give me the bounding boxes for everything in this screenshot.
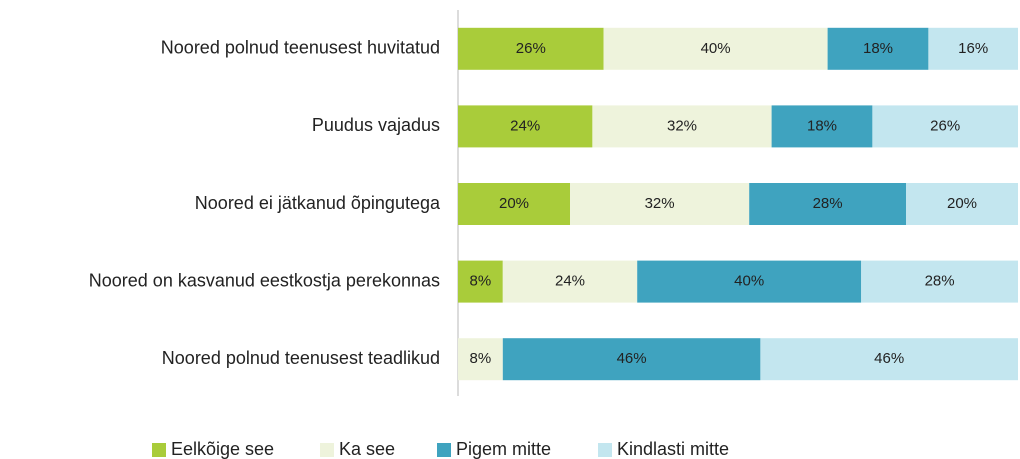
bar-segment (592, 105, 772, 148)
bar-segment (458, 260, 503, 303)
value-label: 24% (510, 117, 540, 134)
value-label: 24% (555, 273, 585, 290)
bar-segment (749, 183, 906, 225)
bar-segment (861, 260, 1018, 303)
legend-label: Eelkõige see (171, 439, 274, 459)
legend-label: Kindlasti mitte (617, 439, 729, 459)
value-label: 32% (667, 117, 697, 134)
value-label: 40% (701, 40, 731, 57)
bar-segment (502, 338, 761, 381)
value-label: 46% (617, 350, 647, 367)
value-label: 28% (925, 273, 955, 290)
value-label: 26% (930, 117, 960, 134)
value-label: 28% (813, 195, 843, 212)
bar-segment (637, 260, 862, 303)
bar-segment (458, 105, 593, 148)
bar-segment (827, 27, 929, 70)
bar-segment (458, 183, 570, 225)
legend-label: Ka see (339, 439, 395, 459)
legend-swatch (598, 443, 612, 457)
legend-swatch (320, 443, 334, 457)
category-label: Puudus vajadus (312, 115, 440, 135)
bar-segment (458, 338, 503, 381)
legend-label: Pigem mitte (456, 439, 551, 459)
value-label: 32% (645, 195, 675, 212)
value-label: 20% (947, 195, 977, 212)
value-label: 8% (470, 273, 492, 290)
value-label: 20% (499, 195, 529, 212)
bar-segment (570, 183, 750, 225)
bar-segment (771, 105, 873, 148)
value-label: 18% (863, 40, 893, 57)
category-label: Noored on kasvanud eestkostja perekonnas (89, 270, 440, 290)
value-label: 8% (470, 350, 492, 367)
bar-segment (760, 338, 1018, 381)
bar-segment (906, 183, 1018, 225)
category-label: Noored ei jätkanud õpingutega (195, 193, 441, 213)
bar-segment (872, 105, 1018, 148)
bar-segment (502, 260, 638, 303)
value-label: 46% (874, 350, 904, 367)
category-label: Noored polnud teenusest teadlikud (162, 348, 440, 368)
bar-segment (928, 27, 1018, 70)
category-label: Noored polnud teenusest huvitatud (161, 38, 440, 58)
bar-segment (458, 27, 604, 70)
value-label: 18% (807, 117, 837, 134)
value-label: 26% (516, 40, 546, 57)
value-label: 40% (734, 273, 764, 290)
legend-swatch (437, 443, 451, 457)
bar-segment (603, 27, 828, 70)
value-label: 16% (958, 40, 988, 57)
legend-swatch (152, 443, 166, 457)
